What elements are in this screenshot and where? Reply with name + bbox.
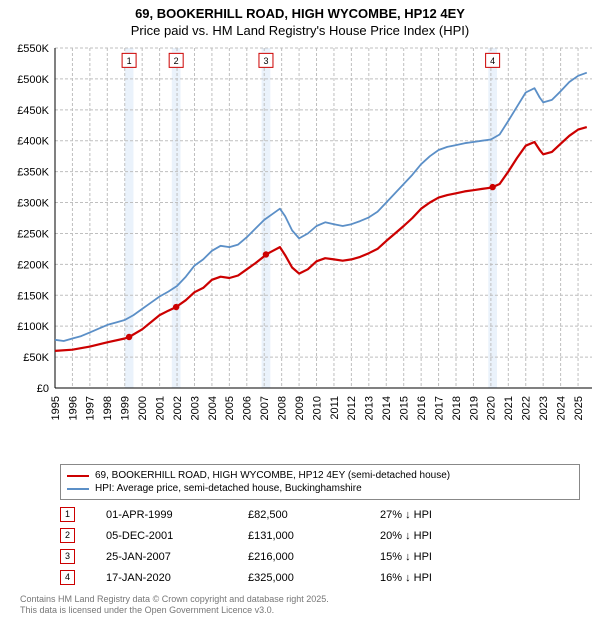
xtick-label: 2010 <box>311 396 323 420</box>
title-address: 69, BOOKERHILL ROAD, HIGH WYCOMBE, HP12 … <box>0 6 600 21</box>
ytick-label: £450K <box>17 105 49 117</box>
sale-marker: 3 <box>60 549 75 564</box>
marker-cell: 3 <box>60 546 106 567</box>
sale-price: £325,000 <box>248 567 380 588</box>
sales-table: 1 01-APR-1999£82,50027% ↓ HPI 2 05-DEC-2001… <box>60 504 444 588</box>
chart-marker-label: 4 <box>490 56 495 66</box>
xtick-label: 1997 <box>85 396 97 420</box>
xtick-label: 2009 <box>294 396 306 420</box>
footer-attribution: Contains HM Land Registry data © Crown c… <box>20 594 600 622</box>
sale-point <box>263 251 269 257</box>
xtick-label: 2017 <box>433 396 445 420</box>
xtick-label: 2012 <box>346 396 358 420</box>
xtick-label: 2019 <box>468 396 480 420</box>
sale-point <box>489 184 495 190</box>
footer-line1: Contains HM Land Registry data © Crown c… <box>20 594 600 605</box>
sale-diff: 16% ↓ HPI <box>380 567 444 588</box>
xtick-label: 2011 <box>329 396 341 420</box>
ytick-label: £550K <box>17 43 49 55</box>
sale-price: £216,000 <box>248 546 380 567</box>
ytick-label: £0 <box>37 383 49 395</box>
legend-swatch <box>67 475 89 477</box>
xtick-label: 2004 <box>207 396 219 420</box>
sale-price: £131,000 <box>248 525 380 546</box>
sale-diff: 27% ↓ HPI <box>380 504 444 525</box>
xtick-label: 2013 <box>364 396 376 420</box>
xtick-label: 2005 <box>224 396 236 420</box>
legend-label: 69, BOOKERHILL ROAD, HIGH WYCOMBE, HP12 … <box>95 470 450 481</box>
xtick-label: 2003 <box>189 396 201 420</box>
xtick-label: 2024 <box>555 396 567 420</box>
legend-label: HPI: Average price, semi-detached house,… <box>95 483 362 494</box>
table-row: 4 17-JAN-2020£325,00016% ↓ HPI <box>60 567 444 588</box>
xtick-label: 2002 <box>172 396 184 420</box>
ytick-label: £100K <box>17 321 49 333</box>
ytick-label: £300K <box>17 198 49 210</box>
sale-diff: 15% ↓ HPI <box>380 546 444 567</box>
chart-svg: £0 £50K £100K £150K £200K £250K £300K £350K £400… <box>0 38 600 458</box>
ytick-label: £50K <box>23 352 49 364</box>
ytick-label: £150K <box>17 290 49 302</box>
xtick-label: 2015 <box>399 396 411 420</box>
xtick-label: 2000 <box>137 396 149 420</box>
table-row: 2 05-DEC-2001£131,00020% ↓ HPI <box>60 525 444 546</box>
sale-date: 25-JAN-2007 <box>106 546 248 567</box>
table-row: 1 01-APR-1999£82,50027% ↓ HPI <box>60 504 444 525</box>
ytick-label: £250K <box>17 228 49 240</box>
ytick-label: £350K <box>17 167 49 179</box>
ytick-label: £200K <box>17 259 49 271</box>
chart-area: £0 £50K £100K £150K £200K £250K £300K £350K £400… <box>0 38 600 458</box>
xtick-label: 2006 <box>242 396 254 420</box>
xtick-label: 2001 <box>154 396 166 420</box>
series-price_paid <box>55 127 587 351</box>
chart-titles: 69, BOOKERHILL ROAD, HIGH WYCOMBE, HP12 … <box>0 0 600 38</box>
marker-cell: 4 <box>60 567 106 588</box>
sale-marker: 2 <box>60 528 75 543</box>
chart-marker-label: 3 <box>263 56 268 66</box>
xtick-label: 2022 <box>521 396 533 420</box>
sale-date: 01-APR-1999 <box>106 504 248 525</box>
xtick-label: 1996 <box>67 396 79 420</box>
xtick-label: 2008 <box>277 396 289 420</box>
series-hpi <box>55 73 587 341</box>
title-subtitle: Price paid vs. HM Land Registry's House … <box>0 23 600 38</box>
legend-row: HPI: Average price, semi-detached house,… <box>67 482 573 495</box>
chart-marker-label: 1 <box>127 56 132 66</box>
xtick-label: 2020 <box>486 396 498 420</box>
footer-line2: This data is licensed under the Open Gov… <box>20 605 600 616</box>
sale-band <box>172 48 181 388</box>
legend-swatch <box>67 488 89 490</box>
legend: 69, BOOKERHILL ROAD, HIGH WYCOMBE, HP12 … <box>60 464 580 500</box>
sale-point <box>173 304 179 310</box>
xtick-label: 2023 <box>538 396 550 420</box>
sale-date: 05-DEC-2001 <box>106 525 248 546</box>
xtick-label: 2021 <box>503 396 515 420</box>
sale-marker: 1 <box>60 507 75 522</box>
ytick-label: £400K <box>17 136 49 148</box>
ytick-label: £500K <box>17 74 49 86</box>
xtick-label: 2014 <box>381 396 393 420</box>
xtick-label: 2025 <box>573 396 585 420</box>
marker-cell: 1 <box>60 504 106 525</box>
chart-marker-label: 2 <box>174 56 179 66</box>
sale-marker: 4 <box>60 570 75 585</box>
xtick-label: 1995 <box>50 396 62 420</box>
xtick-label: 2018 <box>451 396 463 420</box>
xtick-label: 2016 <box>416 396 428 420</box>
sale-diff: 20% ↓ HPI <box>380 525 444 546</box>
xtick-label: 1998 <box>102 396 114 420</box>
table-row: 3 25-JAN-2007£216,00015% ↓ HPI <box>60 546 444 567</box>
legend-row: 69, BOOKERHILL ROAD, HIGH WYCOMBE, HP12 … <box>67 469 573 482</box>
sale-date: 17-JAN-2020 <box>106 567 248 588</box>
marker-cell: 2 <box>60 525 106 546</box>
sale-band <box>488 48 497 388</box>
xtick-label: 2007 <box>259 396 271 420</box>
sale-point <box>126 334 132 340</box>
xtick-label: 1999 <box>120 396 132 420</box>
sale-price: £82,500 <box>248 504 380 525</box>
